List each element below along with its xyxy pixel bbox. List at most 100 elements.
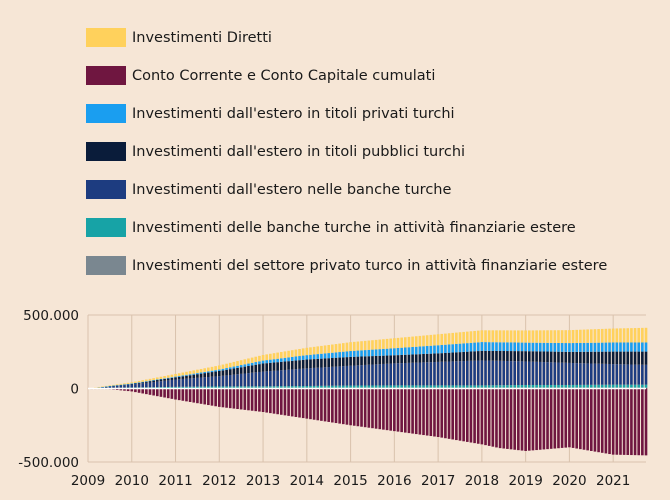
bar-segment xyxy=(604,384,608,388)
legend-swatch xyxy=(86,180,126,199)
bar-segment xyxy=(363,385,367,388)
bar-segment xyxy=(323,353,327,359)
bar-segment xyxy=(228,386,232,388)
bar-segment xyxy=(557,330,560,343)
bar-segment xyxy=(225,388,228,408)
bar-segment xyxy=(389,355,393,364)
bar-segment xyxy=(396,363,400,386)
x-tick-label: 2011 xyxy=(158,473,192,489)
bar-segment xyxy=(524,384,527,388)
bar-segment xyxy=(535,361,538,385)
bar-segment xyxy=(440,345,444,354)
bar-segment xyxy=(352,365,356,386)
bar-segment xyxy=(568,388,571,448)
bar-segment xyxy=(407,385,411,388)
bar-segment xyxy=(145,387,148,389)
bar-segment xyxy=(469,342,473,352)
bar-segment xyxy=(338,357,341,367)
bar-segment xyxy=(316,388,320,421)
bar-segment xyxy=(236,367,239,375)
bar-segment xyxy=(473,388,476,444)
bar-segment xyxy=(148,378,152,381)
bar-segment xyxy=(560,330,564,343)
bar-segment xyxy=(104,386,108,389)
bar-segment xyxy=(564,384,568,388)
bar-segment xyxy=(622,351,626,365)
bar-segment xyxy=(301,388,305,419)
bar-segment xyxy=(174,379,177,387)
bar-segment xyxy=(170,377,174,378)
bar-segment xyxy=(465,343,469,352)
bar-segment xyxy=(221,370,225,376)
bar-segment xyxy=(192,388,196,403)
bar-segment xyxy=(429,353,433,363)
bar-segment xyxy=(407,388,411,434)
bar-segment xyxy=(527,330,531,343)
bar-segment xyxy=(356,356,360,366)
bar-segment xyxy=(243,366,247,374)
bar-segment xyxy=(568,362,571,385)
bar-segment xyxy=(287,357,290,362)
bar-segment xyxy=(374,355,378,365)
bar-segment xyxy=(276,358,279,363)
bar-segment xyxy=(608,342,611,352)
bar-segment xyxy=(414,336,418,347)
legend-item: Investimenti dall'estero in titoli pubbl… xyxy=(86,142,607,180)
bar-segment xyxy=(250,362,254,366)
bar-segment xyxy=(571,388,575,448)
bar-segment xyxy=(243,388,247,410)
y-tick-label: -500.000 xyxy=(18,455,79,471)
bar-segment xyxy=(476,342,480,352)
bar-segment xyxy=(210,366,214,371)
bar-segment xyxy=(509,361,513,386)
bar-segment xyxy=(579,384,582,388)
bar-segment xyxy=(232,366,236,369)
bar-segment xyxy=(323,385,327,388)
bar-segment xyxy=(290,386,294,388)
bar-segment xyxy=(261,354,265,361)
bar-segment xyxy=(115,385,119,386)
bar-segment xyxy=(436,353,440,362)
bar-segment xyxy=(137,380,141,383)
bar-segment xyxy=(396,347,400,356)
bar-segment xyxy=(589,351,593,364)
bar-segment xyxy=(309,388,312,420)
bar-segment xyxy=(141,388,145,394)
bar-segment xyxy=(498,330,502,343)
bar-segment xyxy=(393,385,396,388)
bar-segment xyxy=(557,388,560,449)
bar-segment xyxy=(641,351,644,365)
bar-segment xyxy=(422,335,425,347)
bar-segment xyxy=(287,386,290,388)
bar-segment xyxy=(141,387,145,389)
bar-segment xyxy=(524,361,527,385)
bar-segment xyxy=(221,368,225,371)
bar-segment xyxy=(564,351,568,363)
bar-segment xyxy=(207,388,210,406)
bar-segment xyxy=(502,330,506,343)
bar-segment xyxy=(265,363,269,372)
bar-segment xyxy=(498,388,502,449)
x-tick-label: 2021 xyxy=(596,473,630,489)
bar-segment xyxy=(188,388,192,402)
bar-segment xyxy=(265,371,269,387)
bar-segment xyxy=(630,388,633,456)
bar-segment xyxy=(462,385,465,388)
bar-segment xyxy=(145,382,148,388)
bar-segment xyxy=(462,351,465,362)
bar-segment xyxy=(243,373,247,387)
bar-segment xyxy=(527,361,531,385)
bar-segment xyxy=(166,380,170,387)
bar-segment xyxy=(444,344,447,353)
bar-segment xyxy=(414,354,418,363)
bar-segment xyxy=(455,361,458,386)
bar-segment xyxy=(294,369,298,387)
bar-segment xyxy=(232,386,236,388)
bar-segment xyxy=(458,352,462,362)
bar-segment xyxy=(506,351,509,362)
bar-segment xyxy=(309,368,312,386)
bar-segment xyxy=(290,360,294,370)
bar-segment xyxy=(498,350,502,361)
bar-segment xyxy=(593,384,597,388)
bar-segment xyxy=(294,386,298,388)
